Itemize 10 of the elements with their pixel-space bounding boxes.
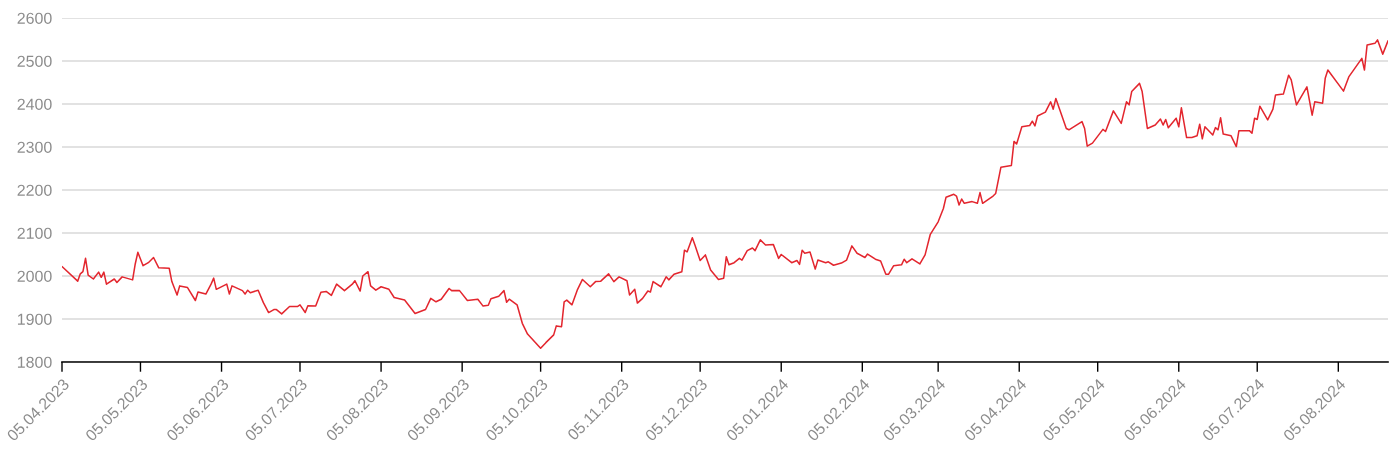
y-tick-label: 2400 — [17, 98, 52, 110]
y-tick-label: 2200 — [17, 184, 52, 196]
y-tick-label: 1900 — [17, 313, 52, 325]
y-tick-label: 2300 — [17, 141, 52, 153]
line-series — [62, 39, 1388, 350]
y-tick-label: 1800 — [17, 356, 52, 368]
y-tick-label: 2600 — [17, 12, 52, 24]
y-tick-label: 2100 — [17, 227, 52, 239]
y-tick-label: 2500 — [17, 55, 52, 67]
y-tick-label: 2000 — [17, 270, 52, 282]
